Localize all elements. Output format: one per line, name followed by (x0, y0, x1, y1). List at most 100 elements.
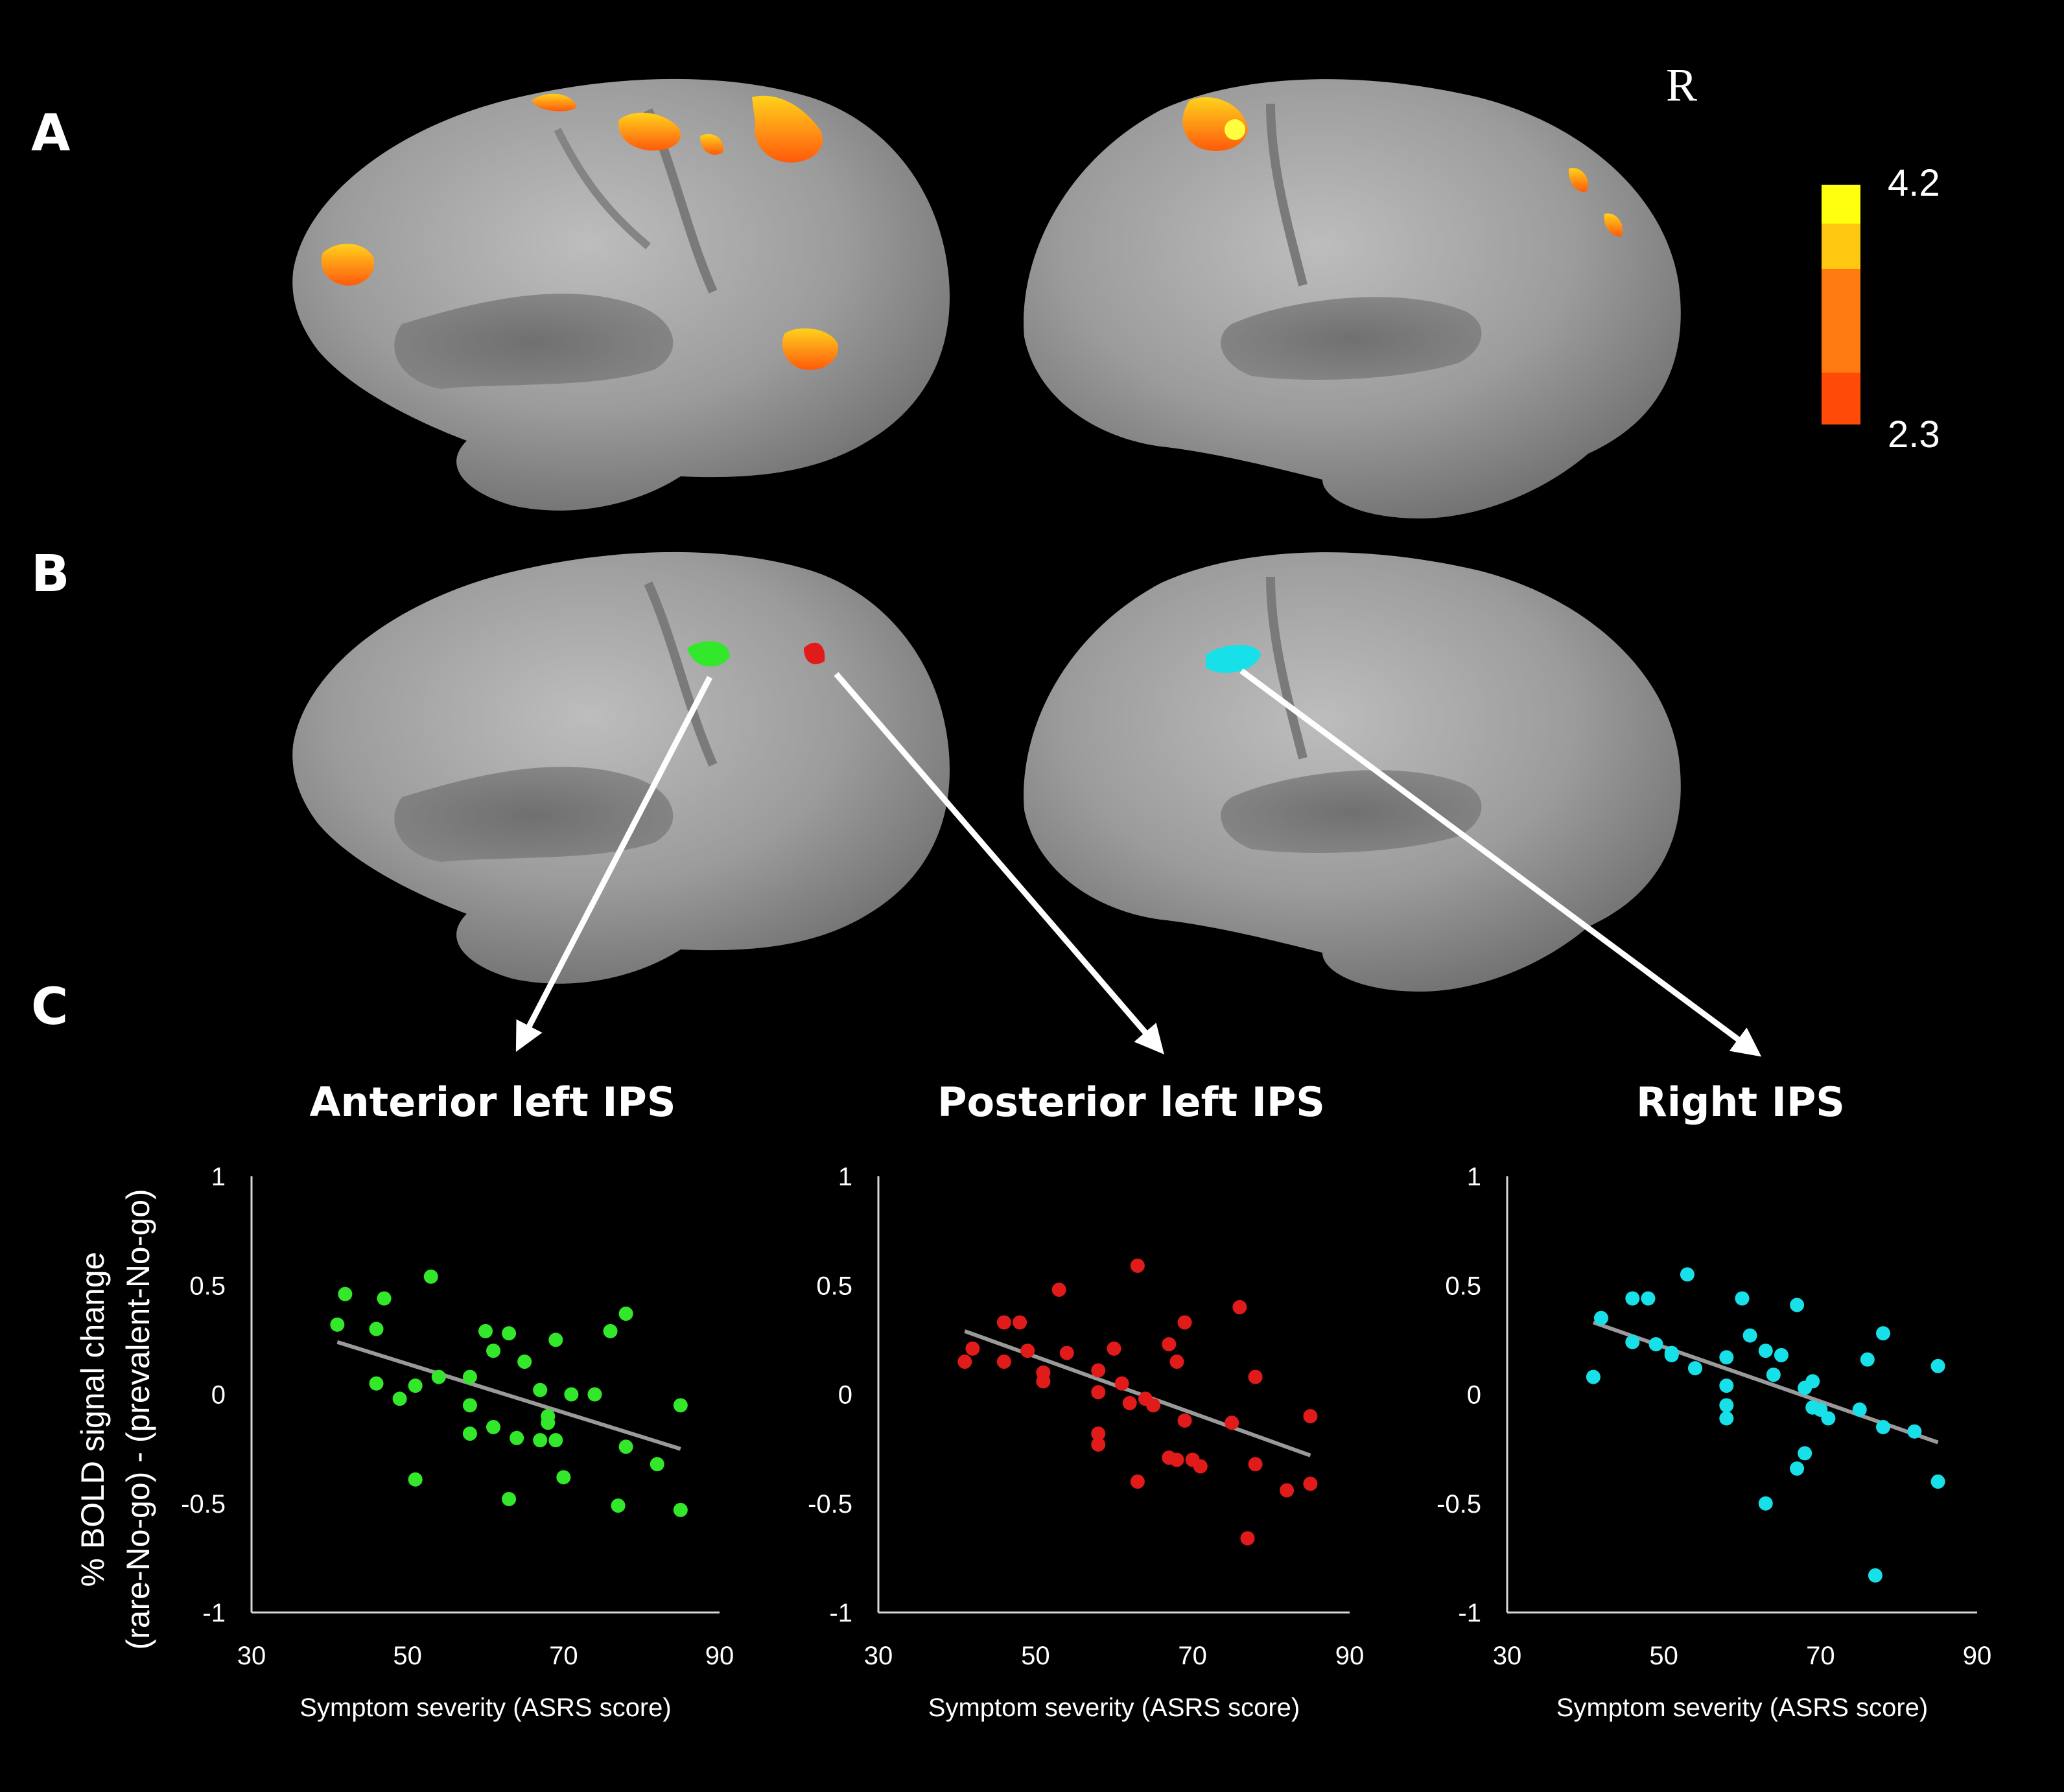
data-point (1059, 1345, 1074, 1360)
y-tick-label: -1 (1458, 1599, 1481, 1627)
brain-a-left-hemisphere (292, 78, 950, 511)
data-point (1146, 1398, 1161, 1413)
data-point (1798, 1446, 1812, 1461)
data-point (502, 1492, 517, 1507)
y-axis-label-line1: % BOLD signal change (75, 1252, 111, 1587)
x-axis-label: Symptom severity (ASRS score) (299, 1693, 671, 1722)
data-point (1719, 1398, 1734, 1413)
brain-b-right-hemisphere (1024, 552, 1681, 992)
data-point (1876, 1326, 1890, 1341)
colorbar-segment (1822, 224, 1860, 269)
data-point (377, 1291, 392, 1306)
activation-cluster (1568, 168, 1588, 192)
data-point (1719, 1379, 1734, 1393)
y-tick-label: -1 (202, 1599, 226, 1627)
activation-cluster (752, 95, 823, 163)
data-point (1130, 1474, 1145, 1489)
x-axis-label: Symptom severity (ASRS score) (928, 1693, 1300, 1722)
data-point (408, 1379, 423, 1393)
x-tick-label: 90 (1335, 1642, 1365, 1670)
data-point (1091, 1426, 1106, 1441)
data-point (1193, 1459, 1208, 1474)
x-axis-label: Symptom severity (ASRS score) (1556, 1693, 1928, 1722)
y-tick-label: -0.5 (181, 1490, 226, 1519)
data-point (1790, 1461, 1805, 1476)
data-point (423, 1269, 438, 1284)
y-tick-label: 0.5 (189, 1272, 226, 1300)
trend-line (964, 1329, 1311, 1458)
data-point (1719, 1411, 1734, 1426)
sylvian-fissure (1221, 297, 1482, 380)
scatter-right-ips: Right IPS 1 0.5 0 -0.5 -1 30 50 70 90 Symptom seve… (1437, 1078, 1991, 1722)
y-tick-label: 0.5 (1445, 1272, 1481, 1300)
x-tick-label: 70 (1806, 1642, 1835, 1670)
x-tick-label: 30 (864, 1642, 893, 1670)
data-point (1248, 1369, 1263, 1384)
x-tick-label: 90 (1963, 1642, 1992, 1670)
colorbar-min-label: 2.3 (1888, 413, 1940, 456)
central-sulcus (1266, 103, 1308, 286)
trend-line (336, 1340, 681, 1451)
data-point (1742, 1328, 1757, 1343)
y-axis-label: % BOLD signal change (rare-No-go) - (pre… (75, 1189, 156, 1649)
data-point (1758, 1496, 1773, 1511)
data-point (1177, 1413, 1192, 1428)
data-point (1876, 1419, 1890, 1434)
data-point (1091, 1437, 1106, 1452)
data-point (1303, 1476, 1318, 1491)
y-tick-label: 0.5 (816, 1272, 852, 1300)
data-point (408, 1472, 423, 1487)
data-point (965, 1341, 980, 1356)
data-point (1013, 1315, 1027, 1330)
data-point (462, 1426, 477, 1441)
panel-label-b: B (31, 545, 69, 603)
data-point (650, 1457, 664, 1472)
data-point (330, 1317, 345, 1332)
data-point (1091, 1363, 1106, 1378)
central-sulcus (644, 581, 718, 767)
x-tick-label: 30 (1493, 1642, 1522, 1670)
data-point (1280, 1483, 1295, 1498)
colorbar-segment (1822, 373, 1860, 425)
data-point (603, 1323, 618, 1338)
brain-surface (292, 552, 950, 984)
data-point (1907, 1424, 1922, 1439)
data-point (564, 1387, 579, 1402)
data-point (611, 1498, 626, 1513)
colorbar: 4.2 2.3 (1822, 162, 1940, 456)
data-point (533, 1382, 548, 1397)
activation-cluster (782, 328, 838, 370)
data-point (1303, 1409, 1318, 1424)
data-point (1758, 1344, 1773, 1358)
data-point (618, 1439, 633, 1454)
data-point (502, 1326, 517, 1341)
data-point (1930, 1474, 1945, 1489)
data-point (1091, 1385, 1106, 1400)
data-point (556, 1470, 571, 1485)
brain-surface (292, 78, 950, 511)
data-point (1688, 1361, 1702, 1376)
panel-label-a: A (31, 104, 70, 163)
activation-cluster (618, 112, 681, 151)
data-point (1594, 1310, 1608, 1325)
y-tick-label: -1 (829, 1599, 852, 1627)
colorbar-segment (1822, 269, 1860, 373)
sylvian-fissure (1221, 770, 1482, 853)
precentral-sulcus (554, 128, 651, 250)
data-point (587, 1387, 602, 1402)
data-point (548, 1332, 563, 1347)
data-point (1790, 1297, 1805, 1312)
chart-title: Anterior left IPS (309, 1078, 675, 1126)
data-point (1766, 1367, 1781, 1382)
data-point (957, 1355, 972, 1369)
scatter-posterior-left-ips: Posterior left IPS 1 0.5 0 -0.5 -1 30 50 70 90 Sym… (808, 1078, 1364, 1722)
data-point (618, 1306, 633, 1321)
data-point (673, 1502, 688, 1517)
data-point (369, 1376, 384, 1391)
brain-a-right-hemisphere (1024, 79, 1681, 519)
colorbar-segment (1822, 185, 1860, 224)
data-point (1625, 1291, 1640, 1306)
y-tick-label: 1 (1467, 1163, 1481, 1191)
colorbar-max-label: 4.2 (1888, 162, 1940, 204)
data-point (369, 1321, 384, 1336)
